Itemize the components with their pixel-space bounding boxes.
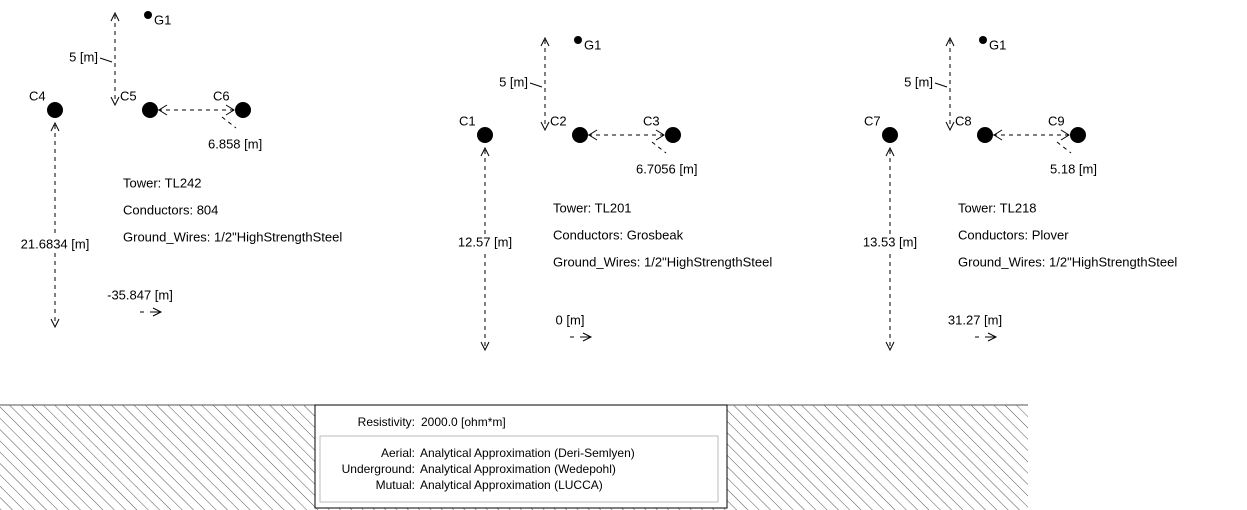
arrow-head bbox=[225, 104, 235, 116]
conductor bbox=[977, 127, 993, 143]
horizontal-spacing: 6.7056 [m] bbox=[636, 161, 697, 176]
arrow-head bbox=[158, 104, 168, 116]
conductor bbox=[1070, 127, 1086, 143]
model-box bbox=[319, 435, 719, 503]
leader bbox=[934, 82, 948, 88]
arrow-head bbox=[540, 121, 550, 132]
resistivity-label: Resistivity: bbox=[358, 415, 415, 429]
arrow-head bbox=[987, 332, 998, 342]
arrow-head bbox=[885, 146, 895, 157]
arrow-head bbox=[110, 11, 120, 22]
arrow-head bbox=[50, 318, 60, 329]
offset: 31.27 [m] bbox=[948, 312, 1002, 327]
leader bbox=[529, 82, 543, 88]
conductor-label: C1 bbox=[459, 113, 476, 128]
model-value: Analytical Approximation (Wedepohl) bbox=[420, 462, 616, 476]
arrow-head bbox=[1060, 129, 1070, 141]
resistivity-value: 2000.0 [ohm*m] bbox=[421, 415, 506, 429]
tower-info: Tower: TL242 bbox=[123, 175, 202, 190]
conductor-label: C2 bbox=[550, 113, 567, 128]
horizontal-spacing: 6.858 [m] bbox=[208, 136, 262, 151]
vertical-spacing: 5 [m] bbox=[499, 74, 528, 89]
conductor bbox=[572, 127, 588, 143]
arrow-head bbox=[582, 332, 593, 342]
vertical-spacing: 5 [m] bbox=[904, 74, 933, 89]
model-label: Aerial: bbox=[381, 446, 415, 460]
arrow-head bbox=[945, 121, 955, 132]
tower-info: Ground_Wires: 1/2"HighStrengthSteel bbox=[958, 254, 1177, 269]
arrow-head bbox=[588, 129, 598, 141]
arrow-head bbox=[110, 96, 120, 107]
height: 21.6834 [m] bbox=[21, 236, 90, 251]
ground-wire-label: G1 bbox=[154, 12, 171, 27]
tower-info: Conductors: Grosbeak bbox=[553, 227, 684, 242]
leader bbox=[221, 116, 237, 129]
conductor-label: C7 bbox=[864, 113, 881, 128]
conductor bbox=[235, 102, 251, 118]
conductor bbox=[477, 127, 493, 143]
conductor-label: C6 bbox=[213, 88, 230, 103]
leader bbox=[99, 57, 113, 63]
arrow-head bbox=[480, 341, 490, 352]
label-bg bbox=[10, 237, 100, 253]
ground-wire bbox=[574, 36, 582, 44]
conductor bbox=[882, 127, 898, 143]
tower-info: Tower: TL201 bbox=[553, 200, 632, 215]
label-bg bbox=[440, 235, 530, 251]
conductor bbox=[665, 127, 681, 143]
conductor-label: C5 bbox=[120, 88, 137, 103]
tower-info: Ground_Wires: 1/2"HighStrengthSteel bbox=[123, 229, 342, 244]
conductor-label: C9 bbox=[1048, 113, 1065, 128]
label-bg bbox=[845, 235, 935, 251]
leader bbox=[1056, 141, 1072, 154]
arrow-head bbox=[480, 146, 490, 157]
vertical-spacing: 5 [m] bbox=[69, 49, 98, 64]
arrow-head bbox=[993, 129, 1003, 141]
arrow-head bbox=[540, 36, 550, 47]
conductor-label: C4 bbox=[29, 88, 46, 103]
offset: -35.847 [m] bbox=[107, 287, 173, 302]
tower-info: Ground_Wires: 1/2"HighStrengthSteel bbox=[553, 254, 772, 269]
arrow-head bbox=[655, 129, 665, 141]
arrow-head bbox=[152, 307, 163, 317]
conductor bbox=[47, 102, 63, 118]
ground-wire bbox=[144, 11, 152, 19]
model-value: Analytical Approximation (LUCCA) bbox=[420, 478, 603, 492]
height: 13.53 [m] bbox=[863, 234, 917, 249]
height: 12.57 [m] bbox=[458, 234, 512, 249]
tower-info: Tower: TL218 bbox=[958, 200, 1037, 215]
model-label: Mutual: bbox=[376, 478, 415, 492]
tower-info: Conductors: Plover bbox=[958, 227, 1069, 242]
ground-wire-label: G1 bbox=[989, 37, 1006, 52]
conductor-label: C8 bbox=[955, 113, 972, 128]
tower-info: Conductors: 804 bbox=[123, 202, 218, 217]
offset: 0 [m] bbox=[556, 312, 585, 327]
ground-wire bbox=[979, 36, 987, 44]
ground-box bbox=[314, 404, 728, 509]
arrow-head bbox=[945, 36, 955, 47]
leader bbox=[651, 141, 667, 154]
model-value: Analytical Approximation (Deri-Semlyen) bbox=[420, 446, 635, 460]
arrow-head bbox=[50, 121, 60, 132]
conductor bbox=[142, 102, 158, 118]
ground-wire-label: G1 bbox=[584, 37, 601, 52]
model-label: Underground: bbox=[342, 462, 415, 476]
arrow-head bbox=[885, 341, 895, 352]
conductor-label: C3 bbox=[643, 113, 660, 128]
horizontal-spacing: 5.18 [m] bbox=[1050, 161, 1097, 176]
